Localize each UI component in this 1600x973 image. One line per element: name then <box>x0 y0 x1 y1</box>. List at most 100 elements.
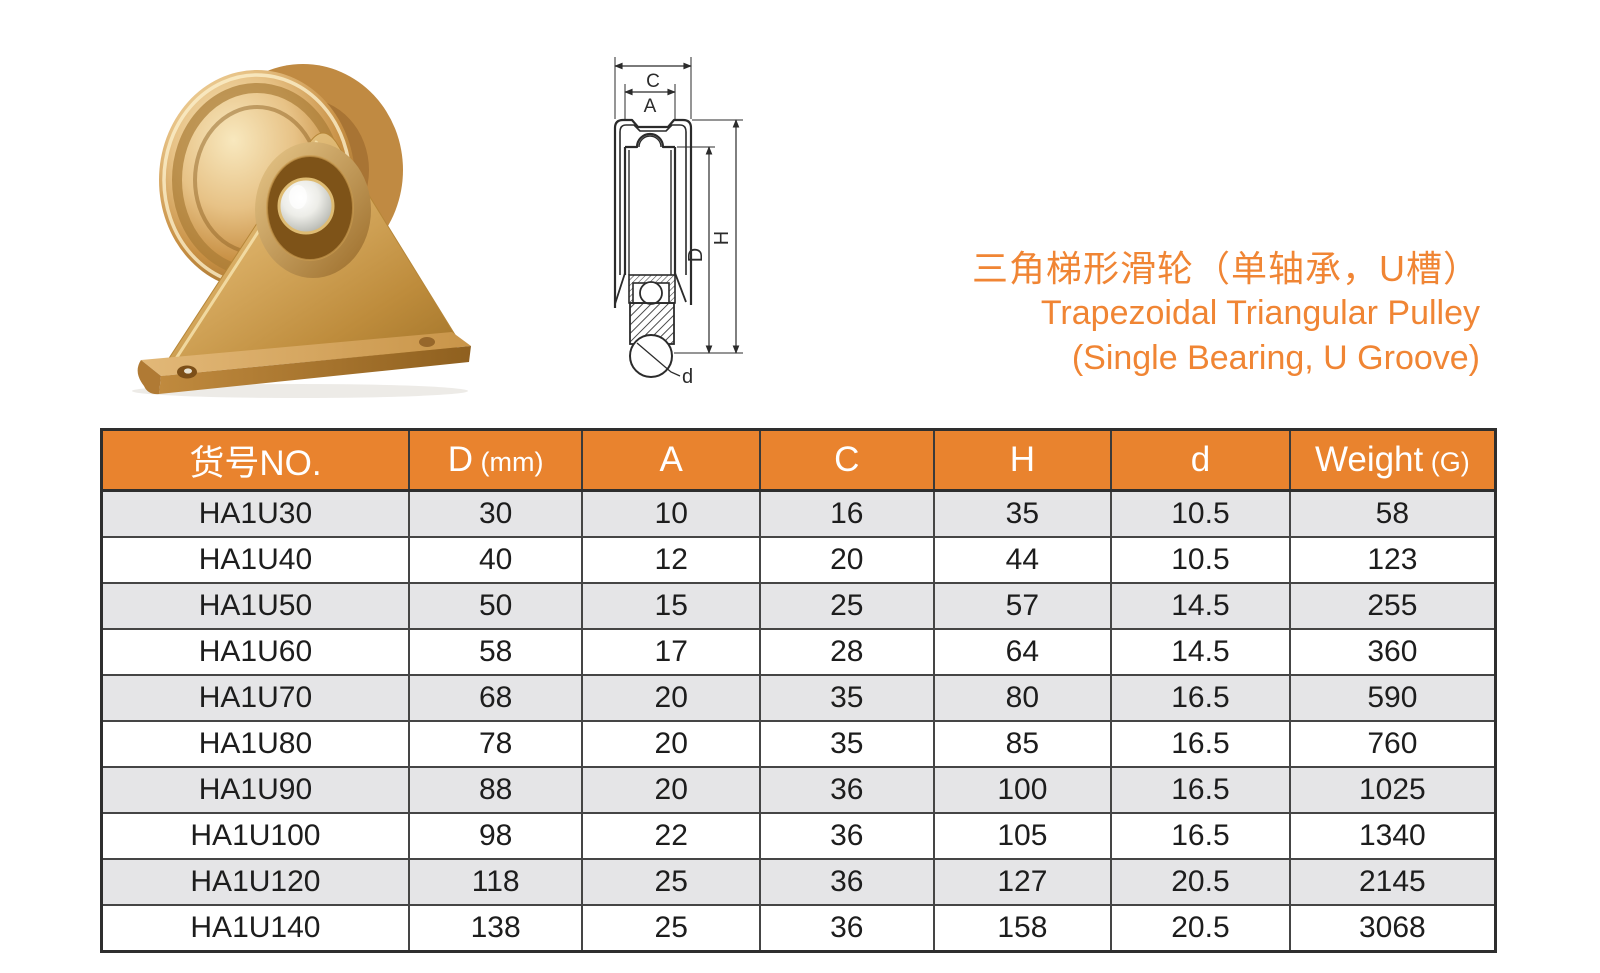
table-cell: 36 <box>759 766 935 814</box>
table-row: HA1U50 50 15 25 57 14.5 255 <box>100 582 1497 630</box>
table-row: HA1U60 58 17 28 64 14.5 360 <box>100 628 1497 676</box>
table-cell: 28 <box>759 628 935 676</box>
pulley-base <box>137 332 471 395</box>
table-cell: 40 <box>407 536 584 584</box>
table-cell: 3068 <box>1288 904 1497 953</box>
table-cell: 10.5 <box>1110 489 1291 538</box>
table-cell: 105 <box>932 812 1113 860</box>
table-row: HA1U120 118 25 36 127 20.5 2145 <box>100 858 1497 906</box>
table-cell: 35 <box>759 674 935 722</box>
dim-label-a: A <box>644 96 657 117</box>
table-cell: 35 <box>932 489 1113 538</box>
table-cell: 14.5 <box>1110 582 1291 630</box>
table-cell: 25 <box>759 582 935 630</box>
table-cell: 80 <box>932 674 1113 722</box>
table-cell: 1025 <box>1288 766 1497 814</box>
column-header-H: H <box>932 428 1113 492</box>
pulley-section-outline <box>613 118 693 308</box>
table-cell: 17 <box>581 628 762 676</box>
table-cell: 1340 <box>1288 812 1497 860</box>
table-cell: 20 <box>759 536 935 584</box>
dim-label-h: H <box>711 231 733 245</box>
table-cell: HA1U60 <box>100 628 410 676</box>
table-cell: 255 <box>1288 582 1497 630</box>
table-cell: 14.5 <box>1110 628 1291 676</box>
table-cell: 123 <box>1288 536 1497 584</box>
shaft-end <box>629 334 673 378</box>
table-cell: 10.5 <box>1110 536 1291 584</box>
table-cell: 138 <box>407 904 584 953</box>
table-cell: 36 <box>759 858 935 906</box>
table-cell: HA1U50 <box>100 582 410 630</box>
pulley-hub <box>255 142 371 278</box>
table-cell: 118 <box>407 858 584 906</box>
table-cell: HA1U30 <box>100 489 410 538</box>
table-cell: 100 <box>932 766 1113 814</box>
table-cell: 64 <box>932 628 1113 676</box>
table-cell: 36 <box>759 904 935 953</box>
table-cell: 158 <box>932 904 1113 953</box>
dimension-h <box>692 119 743 354</box>
column-header-A: A <box>581 428 762 492</box>
table-cell: 22 <box>581 812 762 860</box>
table-cell: 57 <box>932 582 1113 630</box>
table-cell: 85 <box>932 720 1113 768</box>
table-cell: 360 <box>1288 628 1497 676</box>
table-cell: 590 <box>1288 674 1497 722</box>
table-row: HA1U30 30 10 16 35 10.5 58 <box>100 489 1497 538</box>
table-cell: 50 <box>407 582 584 630</box>
table-cell: HA1U80 <box>100 720 410 768</box>
table-cell: HA1U140 <box>100 904 410 953</box>
table-cell: 35 <box>759 720 935 768</box>
table-cell: 12 <box>581 536 762 584</box>
product-photo <box>132 64 471 398</box>
table-row: HA1U70 68 20 35 80 16.5 590 <box>100 674 1497 722</box>
mounting-hole <box>419 337 435 347</box>
dimension-drawing: C A D H d <box>613 57 743 388</box>
table-cell: 36 <box>759 812 935 860</box>
table-cell: 127 <box>932 858 1113 906</box>
table-cell: 16.5 <box>1110 812 1291 860</box>
table-row: HA1U100 98 22 36 105 16.5 1340 <box>100 812 1497 860</box>
bearing-section <box>628 274 676 305</box>
dim-label-d-outer: D <box>685 248 707 262</box>
dimension-c <box>614 57 692 119</box>
table-row: HA1U80 78 20 35 85 16.5 760 <box>100 720 1497 768</box>
dim-label-c: C <box>646 71 660 92</box>
table-cell: HA1U120 <box>100 858 410 906</box>
table-cell: HA1U40 <box>100 536 410 584</box>
column-header-D: D (mm) <box>407 428 584 492</box>
table-cell: 25 <box>581 904 762 953</box>
dim-label-d-shaft: d <box>682 366 693 388</box>
table-row: HA1U90 88 20 36 100 16.5 1025 <box>100 766 1497 814</box>
table-cell: HA1U70 <box>100 674 410 722</box>
table-cell: 16 <box>759 489 935 538</box>
column-header-d: d <box>1110 428 1291 492</box>
table-cell: 20 <box>581 766 762 814</box>
table-cell: 30 <box>407 489 584 538</box>
table-cell: HA1U90 <box>100 766 410 814</box>
spec-table-body: HA1U30 30 10 16 35 10.5 58 HA1U40 40 12 20 44 10.5 12… <box>100 489 1497 953</box>
table-cell: 16.5 <box>1110 720 1291 768</box>
table-cell: 10 <box>581 489 762 538</box>
dimension-a <box>624 84 676 119</box>
product-title-en-line2: (Single Bearing, U Groove) <box>1071 339 1480 377</box>
table-cell: 15 <box>581 582 762 630</box>
table-cell: 58 <box>1288 489 1497 538</box>
table-row: HA1U40 40 12 20 44 10.5 123 <box>100 536 1497 584</box>
dimension-d-outer <box>674 146 743 354</box>
table-cell: 760 <box>1288 720 1497 768</box>
table-cell: 78 <box>407 720 584 768</box>
table-cell: 2145 <box>1288 858 1497 906</box>
table-cell: 20.5 <box>1110 858 1291 906</box>
product-title-block: 三角梯形滑轮（单轴承，U槽） Trapezoidal Triangular Pu… <box>972 246 1480 381</box>
table-cell: 25 <box>581 858 762 906</box>
table-cell: 98 <box>407 812 584 860</box>
table-row: HA1U140 138 25 36 158 20.5 3068 <box>100 904 1497 953</box>
table-cell: 20 <box>581 674 762 722</box>
table-cell: 16.5 <box>1110 766 1291 814</box>
column-header-C: C <box>759 428 935 492</box>
